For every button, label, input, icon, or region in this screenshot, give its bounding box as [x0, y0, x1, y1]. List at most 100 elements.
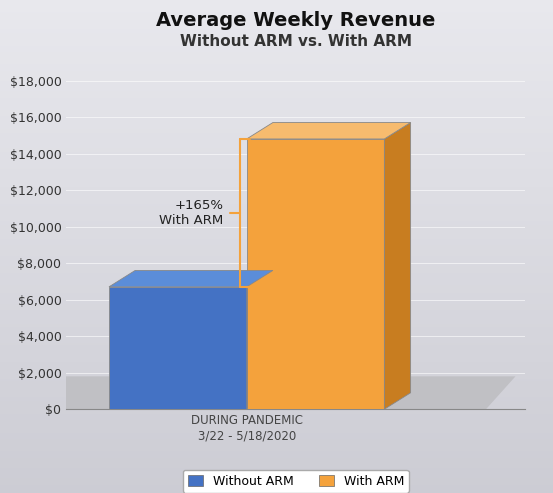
Bar: [0, 293, 553, 295]
Bar: [0, 4, 553, 6]
Bar: [0, 71, 553, 73]
Bar: [0, 393, 553, 395]
Bar: [0, 2, 553, 4]
Bar: [0, 349, 553, 351]
Bar: [0, 316, 553, 318]
Bar: [0, 35, 553, 36]
Bar: [0, 214, 553, 216]
Bar: [0, 385, 553, 387]
Bar: [0, 457, 553, 458]
Bar: [0, 435, 553, 437]
Bar: [0, 287, 553, 289]
Bar: [0, 210, 553, 212]
Bar: [0, 206, 553, 208]
Bar: [0, 422, 553, 423]
Bar: [0, 483, 553, 485]
Bar: [0, 70, 553, 71]
Bar: [0, 387, 553, 389]
Bar: [0, 83, 553, 85]
Bar: [0, 106, 553, 108]
Bar: [0, 339, 553, 341]
Bar: [0, 81, 553, 83]
Bar: [0, 468, 553, 470]
Bar: [0, 33, 553, 35]
Bar: [0, 133, 553, 135]
Bar: [0, 381, 553, 383]
Bar: [0, 223, 553, 225]
Bar: [0, 241, 553, 243]
Bar: [0, 121, 553, 123]
Bar: [0, 319, 553, 321]
Bar: [0, 119, 553, 121]
Bar: [0, 466, 553, 468]
Bar: [0, 470, 553, 472]
Bar: [0, 331, 553, 333]
Bar: [0, 233, 553, 235]
Bar: [0, 347, 553, 349]
Bar: [0, 460, 553, 462]
Bar: [0, 137, 553, 139]
Bar: [0, 135, 553, 137]
Bar: [0, 416, 553, 418]
Bar: [0, 217, 553, 219]
Bar: [0, 183, 553, 185]
Bar: [0, 235, 553, 237]
Bar: [0, 125, 553, 127]
Bar: [0, 11, 553, 13]
Bar: [0, 89, 553, 91]
Bar: [0, 333, 553, 335]
Bar: [0, 104, 553, 106]
Bar: [0, 239, 553, 241]
Bar: [0, 17, 553, 19]
Bar: [0, 274, 553, 276]
Bar: [0, 91, 553, 93]
Bar: [0, 62, 553, 64]
Bar: [0, 174, 553, 175]
Bar: [0, 60, 553, 62]
Bar: [0, 281, 553, 283]
Bar: [0, 335, 553, 337]
Bar: [0, 40, 553, 42]
Bar: [0, 58, 553, 60]
Bar: [0, 408, 553, 410]
Bar: [0, 485, 553, 487]
Bar: [0, 427, 553, 429]
Bar: [0, 325, 553, 327]
Bar: [0, 36, 553, 38]
Bar: [0, 372, 553, 374]
Bar: [0, 310, 553, 312]
Bar: [0, 314, 553, 316]
Bar: [0, 354, 553, 356]
Bar: [0, 150, 553, 152]
Bar: [0, 376, 553, 378]
Bar: [0, 482, 553, 483]
Bar: [0, 166, 553, 168]
Bar: [0, 258, 553, 260]
Bar: [0, 181, 553, 183]
Bar: [0, 231, 553, 233]
Bar: [0, 123, 553, 125]
Bar: [0, 476, 553, 478]
Bar: [0, 31, 553, 33]
Bar: [0, 73, 553, 75]
Bar: [0, 13, 553, 15]
Bar: [0, 279, 553, 281]
Polygon shape: [247, 271, 273, 409]
Bar: [0, 362, 553, 364]
Bar: [0, 216, 553, 217]
Bar: [0, 262, 553, 264]
Text: +165%: +165%: [175, 199, 224, 212]
Bar: [0, 8, 553, 10]
Bar: [0, 68, 553, 70]
Bar: [0, 308, 553, 310]
Bar: [0, 433, 553, 435]
Bar: [0, 472, 553, 474]
Bar: [0, 453, 553, 455]
Bar: [0, 156, 553, 158]
Bar: [0, 23, 553, 25]
Bar: [0, 179, 553, 181]
Bar: [0, 358, 553, 360]
Bar: [0, 75, 553, 77]
Bar: [0, 272, 553, 274]
Bar: [0, 204, 553, 206]
